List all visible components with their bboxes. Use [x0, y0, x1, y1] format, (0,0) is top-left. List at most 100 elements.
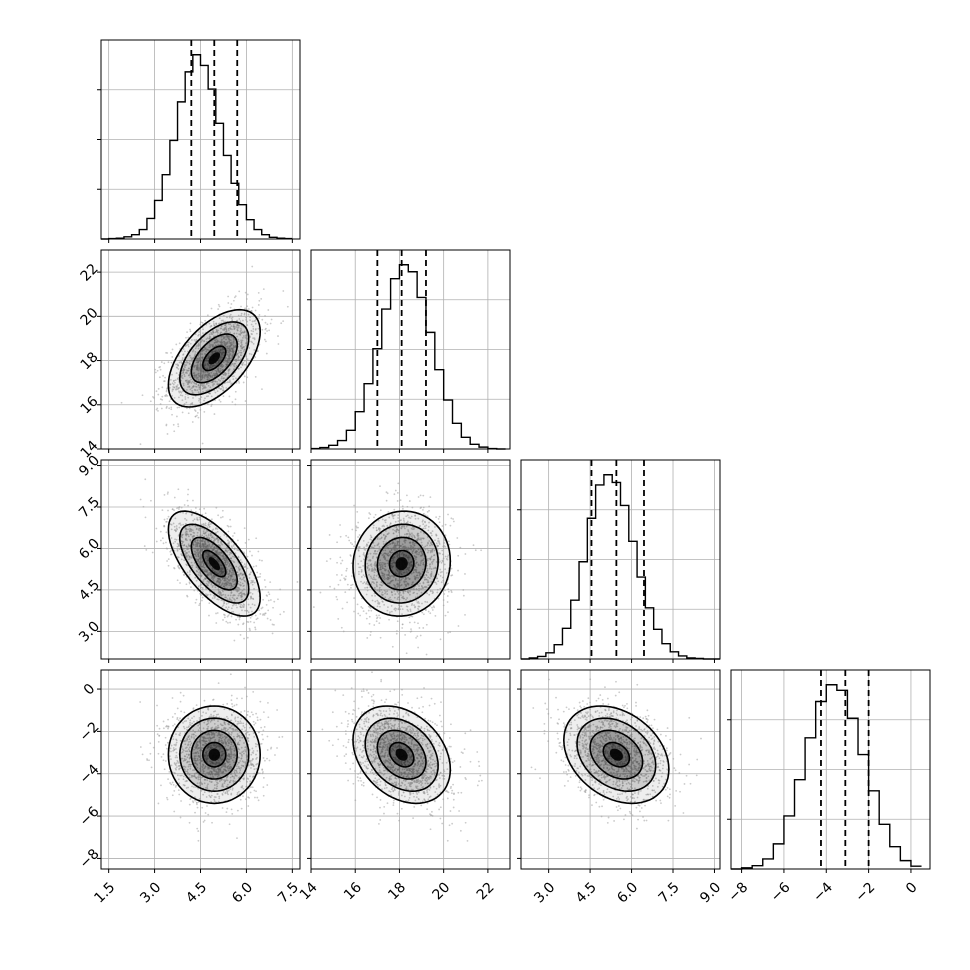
- scatter-point: [187, 504, 190, 507]
- scatter-point: [205, 338, 208, 340]
- scatter-point: [228, 338, 231, 341]
- scatter-point: [234, 345, 237, 347]
- scatter-point: [204, 385, 206, 388]
- scatter-point: [212, 320, 215, 323]
- scatter-point: [245, 581, 248, 584]
- scatter-point: [198, 529, 201, 532]
- scatter-point: [266, 323, 269, 326]
- scatter-point: [213, 545, 216, 548]
- scatter-point: [219, 349, 222, 351]
- scatter-point: [259, 572, 262, 575]
- scatter-point: [197, 334, 200, 337]
- scatter-point: [199, 539, 201, 542]
- scatter-point: [176, 406, 179, 409]
- scatter-point: [425, 623, 428, 626]
- scatter-point: [232, 299, 235, 302]
- scatter-point: [214, 391, 217, 394]
- scatter-point: [170, 408, 173, 411]
- scatter-point: [197, 547, 200, 550]
- scatter-point: [213, 350, 216, 353]
- scatter-point: [216, 350, 219, 353]
- scatter-point: [416, 635, 419, 638]
- scatter-point: [221, 385, 223, 388]
- scatter-point: [215, 328, 218, 331]
- scatter-point: [223, 579, 226, 582]
- scatter-point: [226, 381, 229, 384]
- scatter-point: [207, 355, 210, 358]
- scatter-point: [228, 584, 231, 587]
- scatter-point: [225, 338, 227, 341]
- scatter-point: [365, 617, 368, 620]
- scatter-point: [229, 331, 232, 334]
- scatter-point: [230, 357, 233, 360]
- scatter-point: [246, 293, 249, 296]
- scatter-point: [220, 325, 223, 328]
- scatter-point: [232, 349, 234, 351]
- scatter-point: [240, 351, 243, 354]
- scatter-point: [197, 376, 199, 379]
- scatter-point: [180, 373, 183, 375]
- scatter-point: [355, 526, 358, 529]
- scatter-point: [178, 508, 180, 510]
- scatter-point: [178, 463, 180, 465]
- scatter-point: [205, 555, 208, 558]
- scatter-point: [346, 601, 349, 604]
- scatter-point: [171, 373, 173, 376]
- scatter-point: [178, 526, 181, 529]
- scatter-point: [187, 543, 190, 546]
- scatter-point: [191, 360, 194, 363]
- scatter-point: [434, 614, 437, 617]
- scatter-point: [219, 535, 222, 538]
- scatter-point: [252, 342, 255, 345]
- scatter-point: [224, 563, 227, 566]
- scatter-point: [201, 384, 204, 387]
- scatter-point: [218, 360, 221, 362]
- scatter-point: [261, 606, 264, 609]
- scatter-point: [244, 609, 246, 612]
- scatter-point: [223, 613, 225, 616]
- scatter-point: [236, 319, 239, 322]
- scatter-point: [159, 368, 162, 371]
- scatter-point: [175, 366, 178, 369]
- scatter-point: [373, 516, 375, 519]
- scatter-point: [245, 318, 247, 321]
- scatter-point: [184, 517, 186, 520]
- scatter-point: [236, 597, 239, 600]
- scatter-point: [457, 625, 460, 627]
- scatter-point: [184, 366, 186, 369]
- scatter-point: [216, 373, 219, 376]
- scatter-point: [177, 564, 180, 567]
- scatter-point: [228, 358, 230, 361]
- scatter-point: [177, 566, 180, 569]
- scatter-point: [181, 554, 183, 557]
- scatter-point: [234, 358, 237, 361]
- scatter-point: [167, 558, 170, 561]
- scatter-point: [271, 632, 274, 635]
- scatter-point: [187, 396, 190, 399]
- scatter-point: [197, 373, 199, 376]
- scatter-point: [222, 314, 225, 317]
- scatter-point: [219, 367, 222, 370]
- scatter-point: [335, 595, 338, 598]
- scatter-point: [204, 578, 207, 580]
- scatter-point: [188, 360, 191, 362]
- scatter-point: [203, 375, 206, 378]
- scatter-point: [194, 340, 197, 343]
- scatter-point: [190, 382, 193, 384]
- scatter-point: [395, 632, 398, 635]
- scatter-point: [350, 562, 353, 565]
- scatter-point: [250, 323, 253, 326]
- scatter-point: [206, 363, 209, 365]
- scatter-point: [219, 357, 222, 359]
- scatter-point: [198, 551, 201, 553]
- scatter-point: [160, 407, 163, 410]
- scatter-point: [207, 392, 210, 395]
- scatter-point: [200, 350, 203, 353]
- scatter-point: [396, 500, 399, 502]
- scatter-point: [227, 539, 229, 542]
- scatter-point: [221, 356, 223, 359]
- scatter-point: [182, 533, 184, 536]
- scatter-point: [228, 369, 231, 371]
- scatter-point: [194, 353, 197, 356]
- scatter-point: [160, 361, 163, 363]
